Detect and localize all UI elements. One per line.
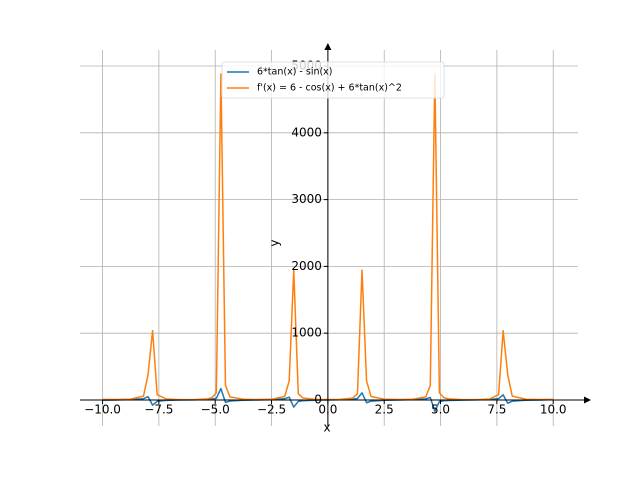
y-axis-arrow	[324, 43, 332, 50]
x-axis-label: x	[323, 421, 330, 435]
y-tick-label: 4000	[291, 125, 322, 139]
legend-label: f'(x) = 6 - cos(x) + 6*tan(x)^2	[257, 83, 402, 94]
legend-box	[221, 61, 445, 99]
y-tick-label: 2000	[291, 259, 322, 273]
x-tick-label: 10.0	[540, 402, 567, 416]
legend-label: 6*tan(x) - sin(x)	[257, 67, 333, 78]
x-tick-label: 7.5	[487, 402, 506, 416]
x-tick-label: 2.5	[375, 402, 394, 416]
x-axis-arrow	[584, 396, 591, 404]
axes: −10.0−7.5−5.0−2.50.02.55.07.510.00100020…	[80, 43, 591, 426]
y-tick-label: 3000	[291, 192, 322, 206]
y-tick-label: 1000	[291, 326, 322, 340]
legend: 6*tan(x) - sin(x) f'(x) = 6 - cos(x) + 6*…	[221, 61, 445, 99]
x-tick-label: −10.0	[84, 402, 121, 416]
x-tick-label: 5.0	[431, 402, 450, 416]
x-tick-label: −7.5	[144, 402, 173, 416]
y-axis-label: y	[268, 239, 282, 246]
x-tick-label: −5.0	[201, 402, 230, 416]
x-tick-label: −2.5	[257, 402, 286, 416]
